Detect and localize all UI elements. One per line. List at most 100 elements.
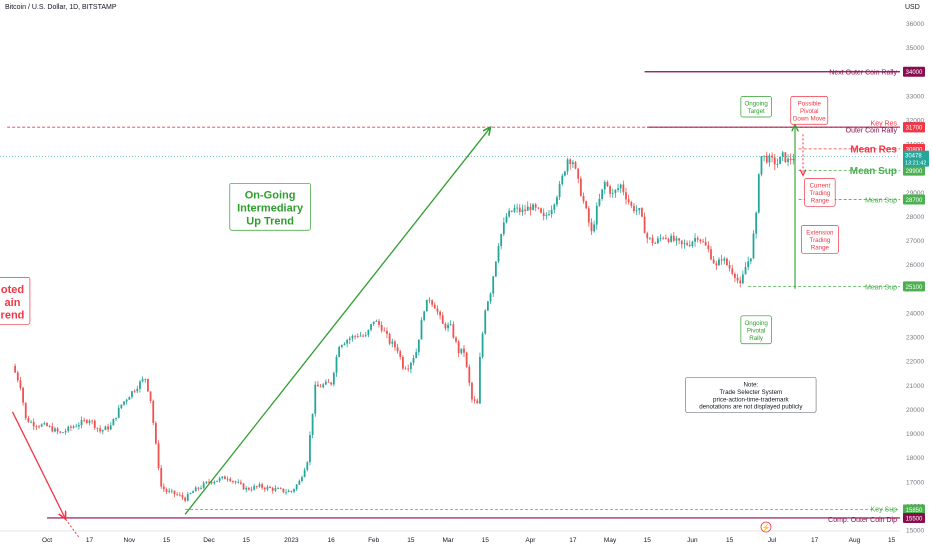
candle-body — [391, 341, 394, 344]
annotation-text: Ongoing — [744, 320, 768, 327]
candle-body — [686, 243, 688, 245]
candle-body — [768, 155, 771, 163]
candle-body — [232, 481, 234, 482]
candle-body — [131, 391, 133, 398]
candle-body — [306, 462, 309, 470]
level-price-text: 28700 — [906, 198, 923, 204]
annotation-text: ain — [5, 297, 21, 309]
candle-body — [497, 246, 500, 262]
candle-body — [606, 181, 609, 187]
candle-body — [479, 356, 481, 404]
x-tick-label: 15 — [163, 537, 171, 544]
y-tick-label: 19000 — [906, 431, 924, 438]
candle-body — [710, 249, 712, 260]
candle-body — [269, 486, 272, 488]
candle-body — [303, 469, 306, 478]
x-tick-label: Oct — [42, 537, 52, 544]
candle-body — [664, 237, 667, 239]
candle-body — [484, 310, 487, 334]
candle-body — [595, 205, 598, 225]
candle-body — [67, 426, 70, 432]
candle-body — [149, 391, 152, 401]
annotation-text: Intermediary — [237, 203, 304, 215]
candle-body — [378, 321, 380, 326]
candle-body — [30, 421, 32, 423]
candle-body — [417, 339, 420, 353]
candle-body — [500, 234, 503, 247]
candle-body — [332, 372, 335, 385]
candle-body — [444, 323, 447, 329]
candle-body — [611, 192, 614, 194]
candle-body — [699, 239, 702, 242]
candle-body — [48, 426, 51, 427]
candle-body — [144, 378, 147, 380]
level-label: Key Res — [871, 121, 898, 128]
candle-body — [247, 487, 250, 490]
candle-body — [351, 335, 354, 339]
y-tick-label: 32000 — [906, 117, 924, 124]
x-tick-label: Jun — [687, 537, 698, 544]
candle-body — [524, 209, 526, 211]
candle-body — [630, 202, 633, 206]
x-tick-label: 17 — [811, 537, 819, 544]
annotation-box — [740, 96, 772, 118]
candle-body — [415, 352, 418, 359]
candle-body — [447, 324, 449, 329]
candle-body — [548, 214, 550, 216]
candle-body — [40, 424, 43, 427]
level-label: Mean Sup — [850, 166, 897, 177]
level-label: Mean Sup — [865, 198, 897, 205]
level-label: Key Sup — [871, 506, 898, 513]
candle-body — [327, 381, 330, 383]
candle-body — [168, 490, 171, 492]
candle-body — [428, 299, 431, 301]
candle-body — [178, 494, 181, 496]
candle-body — [505, 216, 508, 223]
y-tick-label: 28000 — [906, 214, 924, 221]
candle-body — [271, 487, 274, 491]
candle-body — [744, 267, 747, 275]
candle-body — [147, 378, 149, 392]
candle-body — [93, 420, 96, 428]
candle-body — [691, 241, 694, 247]
candle-body — [242, 483, 245, 490]
y-tick-label: 24000 — [906, 310, 924, 317]
candle-body — [537, 207, 540, 209]
candle-body — [622, 184, 625, 193]
annotation-text: Down Move — [793, 115, 826, 122]
candle-body — [56, 428, 59, 432]
candle-body — [402, 356, 404, 369]
candle-body — [747, 261, 750, 268]
candle-body — [545, 215, 548, 217]
candle-body — [409, 362, 412, 370]
candle-body — [619, 184, 622, 189]
candle-body — [486, 301, 489, 311]
candle-body — [439, 311, 441, 316]
candle-body — [277, 488, 279, 490]
candle-body — [455, 337, 457, 342]
candle-body — [319, 386, 322, 388]
candle-body — [117, 408, 120, 418]
annotation-text: Range — [811, 244, 830, 251]
candle-body — [540, 208, 542, 213]
countdown-timer: 13:21:42 — [905, 161, 926, 167]
candle-body — [317, 384, 319, 387]
candle-body — [468, 366, 471, 383]
candle-body — [763, 155, 766, 157]
candle-body — [109, 425, 112, 430]
y-tick-label: 21000 — [906, 383, 924, 390]
candle-body — [574, 162, 577, 169]
annotation-text: Range — [811, 197, 830, 204]
candle-body — [22, 387, 24, 403]
candle-body — [356, 336, 359, 337]
candle-body — [162, 486, 165, 490]
candle-body — [70, 426, 72, 428]
candle-body — [136, 388, 139, 392]
candle-body — [593, 224, 596, 232]
candle-body — [59, 431, 62, 433]
annotation-box — [804, 177, 836, 207]
candle-body — [72, 426, 75, 428]
candle-body — [696, 238, 699, 240]
candle-body — [229, 478, 232, 482]
